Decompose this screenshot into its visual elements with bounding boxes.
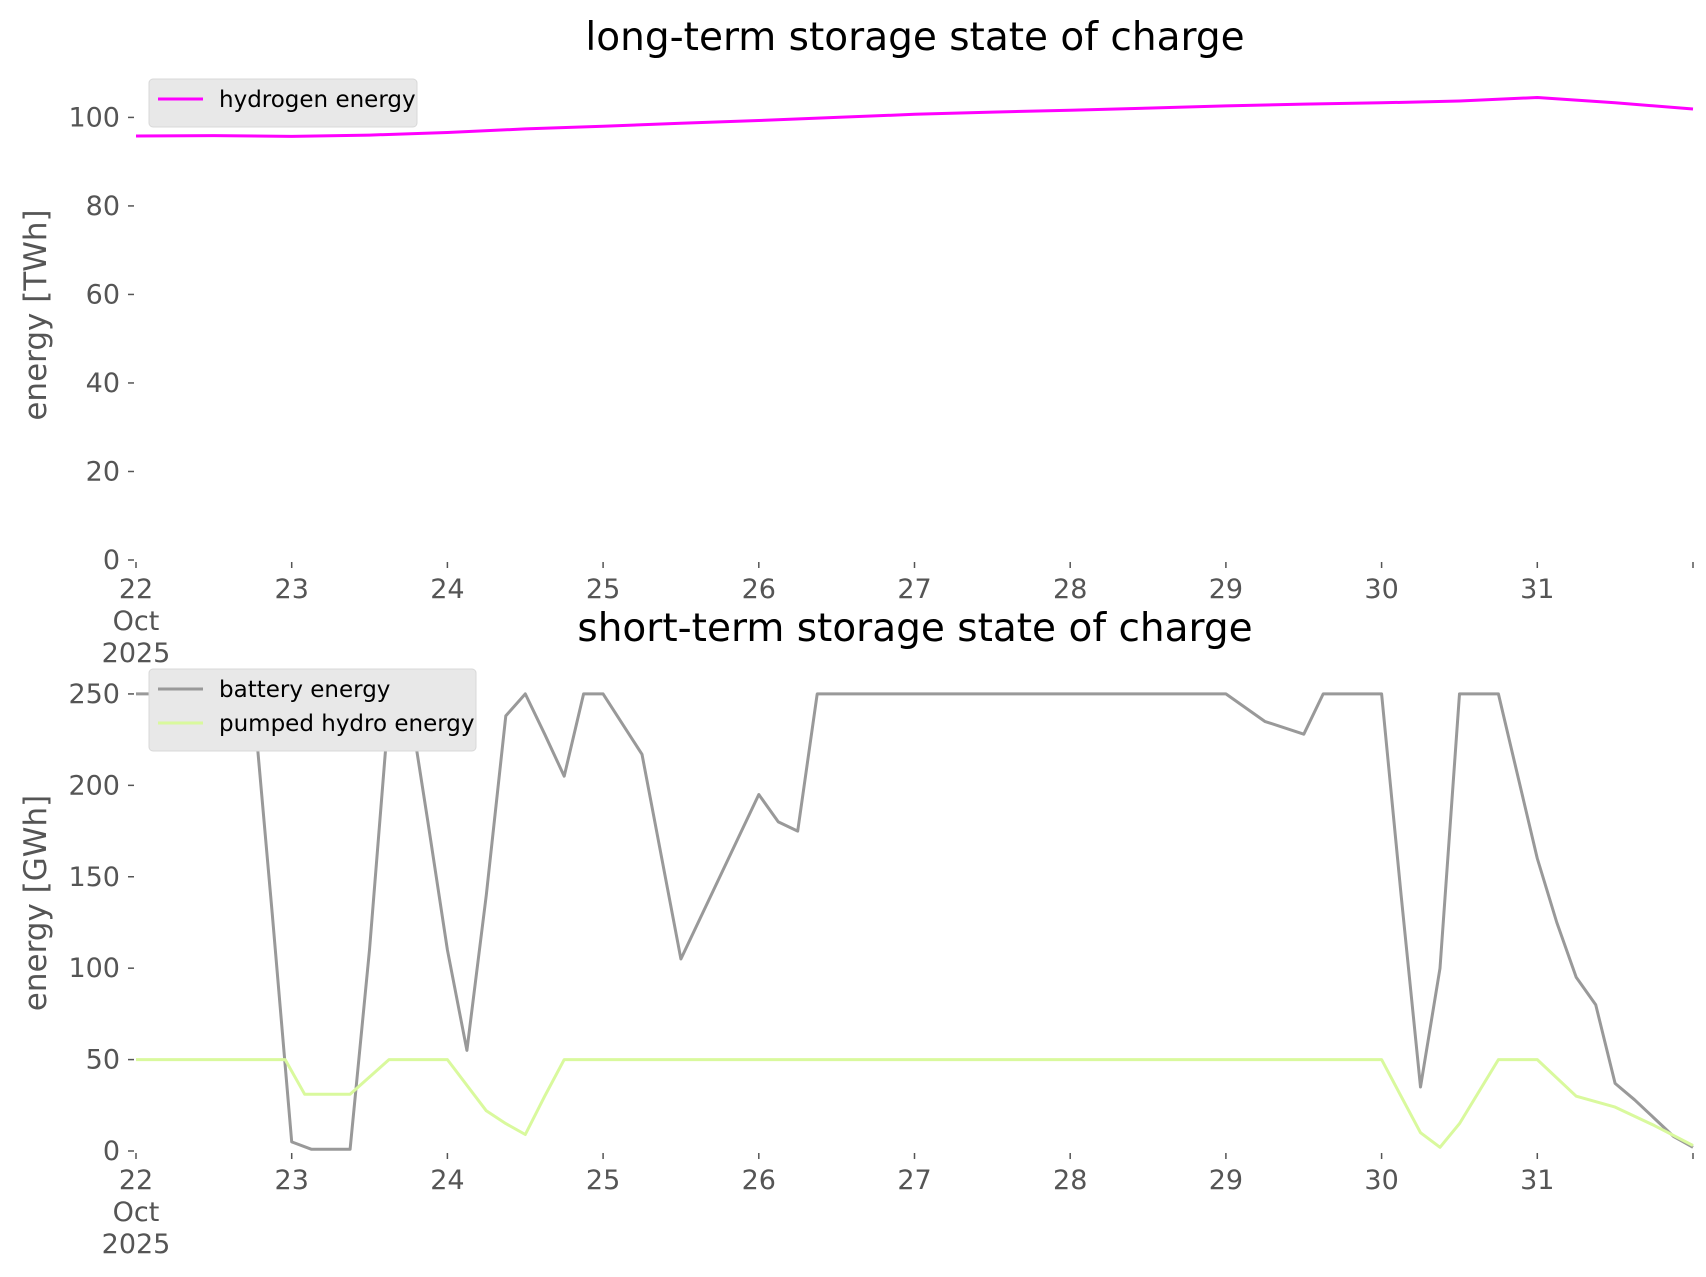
y-tick-label: 0	[103, 1136, 120, 1167]
legend-box	[148, 668, 477, 752]
series-line	[136, 692, 1694, 1151]
series-line	[135, 96, 1694, 138]
x-tick-label: 23	[275, 1165, 309, 1196]
y-tick-label: 100	[68, 953, 120, 984]
x-tick-label: Oct	[113, 1197, 160, 1228]
y-axis-label: energy [TWh]	[18, 209, 54, 420]
y-axis-label: energy [GWh]	[18, 795, 54, 1011]
x-tick-label: 22	[119, 1165, 153, 1196]
legend-box	[148, 78, 418, 128]
legend: hydrogen energy	[148, 78, 418, 128]
x-tick-label: 26	[742, 574, 776, 605]
x-tick-label: 29	[1209, 1165, 1243, 1196]
x-tick-label: 29	[1209, 574, 1243, 605]
x-tick-label: 25	[586, 574, 620, 605]
x-tick-label: 30	[1364, 574, 1398, 605]
y-tick-label: 40	[86, 368, 120, 399]
series-lines	[136, 692, 1694, 1151]
x-tick-label: 26	[742, 1165, 776, 1196]
series-line	[136, 1058, 1694, 1149]
x-tick-label: 23	[275, 574, 309, 605]
x-tick-label: 28	[1053, 1165, 1087, 1196]
short-term-storage-chart: short-term storage state of charge energ…	[18, 606, 1694, 1260]
x-tick-label: 31	[1520, 1165, 1554, 1196]
y-tick-label: 100	[68, 102, 120, 133]
y-tick-label: 80	[86, 191, 120, 222]
series-lines	[135, 96, 1694, 138]
chart-title: long-term storage state of charge	[585, 15, 1244, 60]
x-tick-label: 28	[1053, 574, 1087, 605]
y-tick-label: 200	[68, 770, 120, 801]
x-tick-label: 22	[119, 574, 153, 605]
y-ticks: 0 50 100 150 200 250	[68, 679, 134, 1167]
x-tick-label: 2025	[102, 638, 171, 669]
x-tick-label: Oct	[113, 606, 160, 637]
legend-label: battery energy	[219, 677, 390, 703]
x-tick-label: 30	[1364, 1165, 1398, 1196]
legend-label: hydrogen energy	[219, 87, 416, 113]
x-tick-label: 25	[586, 1165, 620, 1196]
x-tick-label: 27	[897, 1165, 931, 1196]
chart-title: short-term storage state of charge	[577, 606, 1252, 651]
y-ticks: 0 20 40 60 80 100	[68, 102, 134, 576]
y-tick-label: 0	[103, 545, 120, 576]
x-tick-label: 24	[430, 574, 464, 605]
long-term-storage-chart: long-term storage state of charge energy…	[18, 15, 1694, 669]
y-tick-label: 250	[68, 679, 120, 710]
x-tick-label: 27	[897, 574, 931, 605]
y-tick-label: 50	[86, 1045, 120, 1076]
y-tick-label: 20	[86, 456, 120, 487]
y-tick-label: 60	[86, 279, 120, 310]
legend: battery energy pumped hydro energy	[148, 668, 477, 752]
legend-label: pumped hydro energy	[219, 711, 475, 737]
x-tick-label: 31	[1520, 574, 1554, 605]
x-tick-label: 2025	[102, 1229, 171, 1260]
x-tick-label: 24	[430, 1165, 464, 1196]
y-tick-label: 150	[68, 862, 120, 893]
